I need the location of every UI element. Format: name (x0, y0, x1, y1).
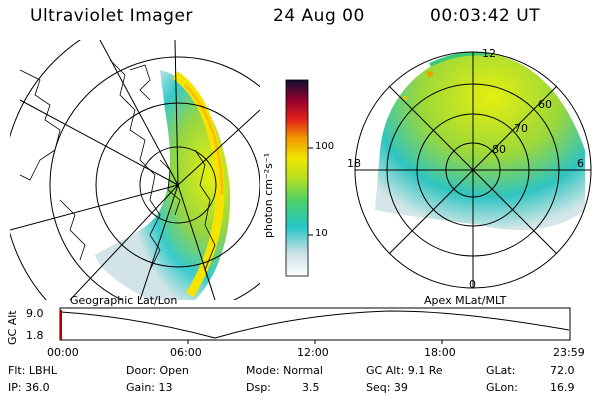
mlt-label-6: 6 (577, 157, 584, 170)
instrument-title: Ultraviolet Imager (30, 6, 193, 26)
status-dsp-label: Dsp: (246, 381, 271, 394)
date-label: 24 Aug 00 (273, 6, 365, 26)
right-panel-label: Apex MLat/MLT (424, 294, 507, 307)
mlt-label-12: 12 (482, 47, 496, 60)
timeline-ymax: 9.0 (26, 307, 44, 320)
colorbar-tick-100: 100 (315, 141, 335, 152)
mlt-label-18: 18 (347, 157, 361, 170)
status-glat-label: GLat: (486, 364, 516, 377)
colorbar (285, 79, 309, 277)
altitude-curve (60, 310, 570, 339)
colorbar-tick-10: 10 (315, 228, 328, 239)
timeline-xtick-2359: 23:59 (553, 346, 585, 359)
status-glat-value: 72.0 (550, 364, 575, 377)
timeline-xtick-0600: 06:00 (170, 346, 202, 359)
lat-ring-60: 60 (538, 98, 552, 111)
status-flt: Flt: LBHL (8, 364, 57, 377)
status-gain: Gain: 13 (126, 381, 173, 394)
status-glon-label: GLon: (486, 381, 518, 394)
status-glon-value: 16.9 (550, 381, 575, 394)
status-mode: Mode: Normal (246, 364, 323, 377)
status-ip: IP: 36.0 (8, 381, 50, 394)
lat-ring-70: 70 (514, 122, 528, 135)
status-dsp-value: 3.5 (302, 381, 320, 394)
status-seq: Seq: 39 (366, 381, 408, 394)
timeline-xtick-0000: 00:00 (47, 346, 79, 359)
timeline-ymin: 1.8 (26, 329, 44, 342)
mlt-label-0: 0 (469, 278, 476, 291)
time-label: 00:03:42 UT (430, 6, 541, 26)
timeline-xtick-1800: 18:00 (424, 346, 456, 359)
status-door: Door: Open (126, 364, 189, 377)
lat-ring-80: 80 (492, 143, 506, 156)
colorbar-unit-label: photon cm⁻²s⁻¹ (262, 152, 275, 238)
status-gcalt: GC Alt: 9.1 Re (366, 364, 443, 377)
timeline-ylabel: GC Alt (6, 310, 19, 345)
timeline-xtick-1200: 12:00 (297, 346, 329, 359)
timeline-frame (59, 307, 571, 341)
left-panel-label: Geographic Lat/Lon (70, 294, 178, 307)
